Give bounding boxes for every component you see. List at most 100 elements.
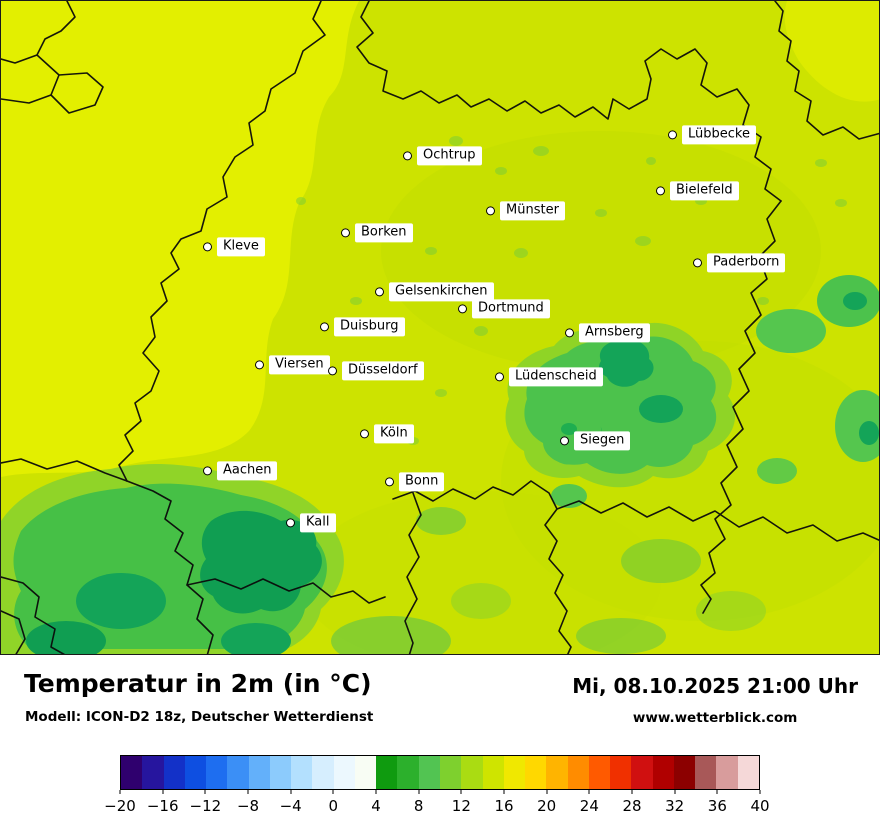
legend-tick-label: 28 — [622, 797, 642, 815]
legend-tick-mark — [674, 790, 676, 794]
legend-color-segment — [184, 756, 207, 789]
legend-color-segment — [418, 756, 440, 789]
city-label: Duisburg — [334, 317, 405, 337]
legend-tick-label: −8 — [236, 797, 260, 815]
legend-color-segment — [588, 756, 611, 789]
city-label: Kall — [300, 513, 336, 533]
city-marker: Paderborn — [693, 253, 786, 273]
city-label: Gelsenkirchen — [389, 282, 494, 302]
legend-color-segment — [269, 756, 292, 789]
city-marker: Bielefeld — [656, 181, 739, 201]
city-dot-icon — [203, 242, 212, 252]
city-dot-icon — [668, 130, 677, 140]
legend-tick-mark — [546, 790, 548, 794]
legend-color-segment — [673, 756, 696, 789]
city-dot-icon — [385, 477, 394, 487]
legend-color-segment — [142, 756, 164, 789]
legend-color-segment — [716, 756, 738, 789]
city-dot-icon — [255, 360, 264, 370]
legend-color-segment — [291, 756, 313, 789]
legend-tick-mark — [119, 790, 121, 794]
legend-tick-label: 0 — [328, 797, 339, 815]
legend-color-segment — [652, 756, 674, 789]
legend-tick-mark — [162, 790, 164, 794]
model-info: Modell: ICON-D2 18z, Deutscher Wetterdie… — [25, 709, 374, 725]
city-dot-icon — [495, 372, 504, 382]
city-label: Dortmund — [472, 299, 550, 319]
legend-tick-mark — [716, 790, 718, 794]
legend-color-segment — [248, 756, 270, 789]
legend-tick-mark — [631, 790, 633, 794]
legend-tick-label: 20 — [537, 797, 557, 815]
legend-tick-mark — [204, 790, 206, 794]
forecast-datetime: Mi, 08.10.2025 21:00 Uhr — [572, 674, 858, 698]
legend-color-segment — [121, 756, 143, 789]
legend-tick-label: 24 — [579, 797, 599, 815]
legend-tick-mark — [290, 790, 292, 794]
city-marker: Bonn — [385, 472, 445, 492]
legend-color-segment — [695, 756, 717, 789]
city-dot-icon — [360, 429, 369, 439]
city-label: Lübbecke — [682, 125, 756, 145]
legend-color-segment — [482, 756, 504, 789]
city-layer: Ochtrup Lübbecke Bielefeld Münster Borken Kle… — [1, 1, 879, 654]
city-label: Aachen — [217, 461, 278, 481]
city-dot-icon — [486, 206, 495, 216]
city-label: Borken — [355, 223, 413, 243]
city-label: Arnsberg — [579, 323, 650, 343]
city-marker: Gelsenkirchen — [375, 282, 494, 302]
legend-color-segment — [546, 756, 568, 789]
legend-tick-label: 4 — [371, 797, 381, 815]
legend-tick-mark — [247, 790, 249, 794]
page-title: Temperatur in 2m (in °C) — [24, 669, 372, 698]
legend-color-segment — [227, 756, 249, 789]
city-marker: Kleve — [203, 237, 265, 257]
legend-tick-label: 12 — [451, 797, 471, 815]
city-dot-icon — [693, 258, 702, 268]
city-marker: Borken — [341, 223, 413, 243]
legend-tick-label: −16 — [146, 797, 179, 815]
city-dot-icon — [328, 366, 337, 376]
city-label: Münster — [500, 201, 565, 221]
city-label: Düsseldorf — [342, 361, 424, 381]
legend-tick-mark — [503, 790, 505, 794]
city-marker: Münster — [486, 201, 565, 221]
city-dot-icon — [320, 322, 329, 332]
city-label: Ochtrup — [417, 146, 482, 166]
footer-right-block: Mi, 08.10.2025 21:00 Uhr www.wetterblick… — [572, 674, 858, 726]
city-marker: Kall — [286, 513, 336, 533]
city-dot-icon — [286, 518, 295, 528]
city-label: Paderborn — [707, 253, 786, 273]
city-marker: Düsseldorf — [328, 361, 424, 381]
city-marker: Köln — [360, 424, 414, 444]
legend-tick-label: −20 — [104, 797, 136, 815]
legend-color-segment — [354, 756, 377, 789]
legend-tick-label: 8 — [413, 797, 424, 815]
footer: Temperatur in 2m (in °C) Modell: ICON-D2… — [0, 655, 880, 830]
city-label: Kleve — [217, 237, 265, 257]
city-dot-icon — [656, 186, 665, 196]
website-label: www.wetterblick.com — [632, 710, 798, 726]
city-dot-icon — [458, 304, 467, 314]
city-dot-icon — [341, 228, 350, 238]
map-region: Ochtrup Lübbecke Bielefeld Münster Borken Kle… — [0, 0, 880, 655]
city-label: Bielefeld — [670, 181, 739, 201]
legend-tick-label: 16 — [494, 797, 514, 815]
legend-color-segment — [610, 756, 632, 789]
legend-color-segment — [525, 756, 547, 789]
temperature-map-svg — [1, 1, 879, 654]
legend-tick-label: 32 — [665, 797, 685, 815]
legend-color-segment — [376, 756, 398, 789]
legend-color-segment — [163, 756, 185, 789]
legend-tick-mark — [460, 790, 462, 794]
legend-ticks: −20 −16 −12 −8 −4 0 4 8 12 16 20 24 28 32 36 40 — [104, 790, 770, 816]
city-marker: Siegen — [560, 431, 631, 451]
city-marker: Lübbecke — [668, 125, 756, 145]
legend-color-segment — [206, 756, 228, 789]
city-marker: Viersen — [255, 355, 330, 375]
city-dot-icon — [375, 287, 384, 297]
legend-tick-label: 36 — [707, 797, 727, 815]
legend-color-segment — [397, 756, 419, 789]
city-dot-icon — [565, 328, 574, 338]
city-label: Bonn — [399, 472, 445, 492]
